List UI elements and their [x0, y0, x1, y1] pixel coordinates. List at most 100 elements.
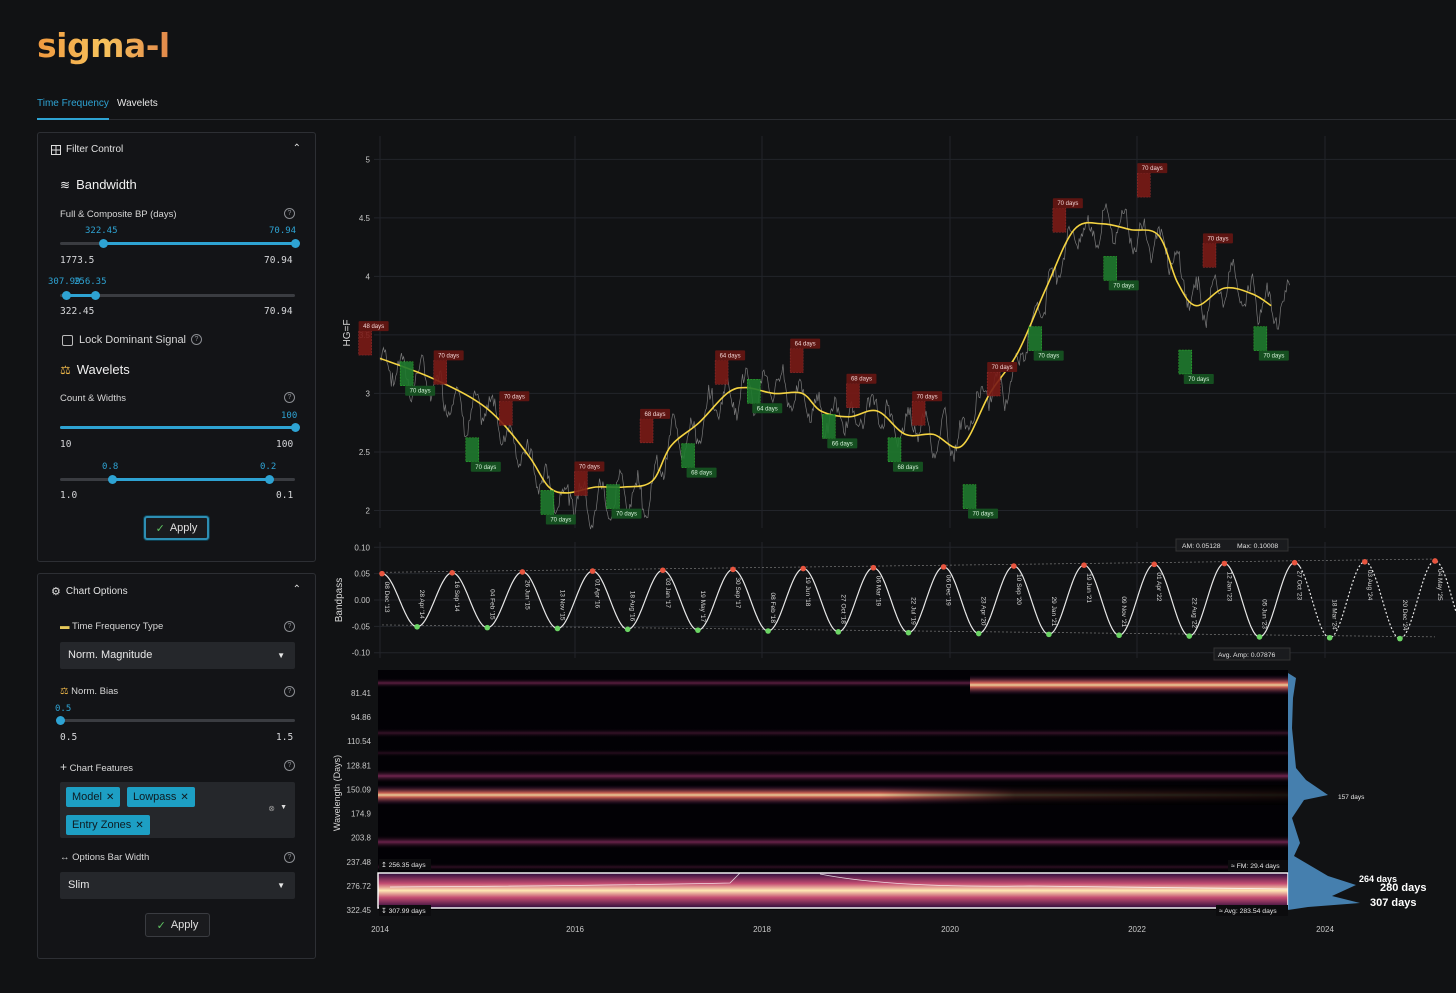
- bp-slider1-handle-right[interactable]: [291, 239, 300, 248]
- trough-label: 70 days: [410, 389, 431, 395]
- cycle-peak-marker: [1081, 562, 1087, 568]
- cycle-date-label: 26 Jun '15: [523, 580, 530, 610]
- trough-label-bg: [1108, 280, 1139, 291]
- cycle-date-label: 10 Sep '20: [1015, 574, 1022, 605]
- trough-label: 70 days: [475, 465, 496, 471]
- chevron-up-icon[interactable]: ⌃: [292, 584, 301, 595]
- wavelets-section-title: ⚖ Wavelets: [60, 362, 130, 377]
- bandpass-y-tick-label: 0.10: [354, 543, 370, 552]
- tf-type-select[interactable]: Norm. Magnitude ▼: [60, 642, 295, 669]
- waves-icon: ≋: [60, 177, 71, 192]
- peak-label: 68 days: [645, 412, 666, 418]
- width-slider-handle-left[interactable]: [108, 475, 117, 484]
- cycle-date-label: 18 Aug '16: [629, 591, 636, 622]
- close-icon[interactable]: ✕: [180, 792, 189, 803]
- fm-label-bg: [1228, 860, 1288, 871]
- cycle-trough-marker: [1397, 635, 1403, 642]
- cycle-peak-marker: [449, 569, 455, 576]
- peak-label: 70 days: [917, 394, 938, 400]
- dominant-band-trace: [389, 872, 1289, 890]
- bp-slider1-handle-left[interactable]: [99, 239, 108, 248]
- close-icon[interactable]: ✕: [135, 820, 144, 831]
- feature-tag-lowpass[interactable]: Lowpass ✕: [127, 787, 195, 807]
- cycle-date-label: 12 Jan '23: [1225, 572, 1232, 602]
- histogram-peak-label: 157 days: [1338, 794, 1365, 801]
- bp-slider2-handle-left[interactable]: [62, 291, 71, 300]
- chart-features-label: + Chart Features: [60, 760, 133, 774]
- help-icon[interactable]: ?: [284, 760, 295, 771]
- lock-dominant-checkbox[interactable]: [62, 335, 73, 346]
- bp-slider2-track[interactable]: [60, 291, 295, 300]
- norm-bias-handle[interactable]: [56, 716, 65, 725]
- tf-type-value: Norm. Magnitude: [68, 649, 153, 661]
- bp-slider1-track[interactable]: [60, 239, 300, 248]
- trough-label-bg: [1183, 374, 1214, 385]
- cycle-peak-marker: [730, 566, 736, 573]
- cycle-date-label: 08 Feb '18: [769, 592, 776, 623]
- cycle-peak-marker: [940, 564, 947, 570]
- close-icon[interactable]: ✕: [105, 792, 115, 803]
- clear-icon[interactable]: ⊗: [268, 804, 275, 813]
- bp-slider1-max: 70.94: [264, 255, 293, 266]
- count-slider-handle[interactable]: [291, 423, 300, 432]
- width-slider-handle-right[interactable]: [265, 475, 274, 484]
- bandpass-y-axis-label: Bandpass: [334, 578, 345, 622]
- cycle-date-label: 27 Oct '23: [1296, 571, 1303, 601]
- heatmap-y-tick-label: 94.86: [351, 713, 372, 722]
- norm-bias-track[interactable]: [56, 716, 295, 725]
- filter-apply-button[interactable]: ✓ Apply: [144, 516, 209, 540]
- peak-label: 68 days: [851, 377, 872, 383]
- band-top-label-bg: [379, 859, 431, 870]
- chevron-up-icon[interactable]: ⌃: [292, 143, 301, 154]
- trough-label: 70 days: [550, 517, 571, 523]
- caret-down-icon[interactable]: ▼: [280, 804, 287, 811]
- cycle-peak-marker: [1291, 559, 1298, 566]
- peak-label-bg: [1137, 163, 1168, 174]
- cycle-trough-marker: [975, 630, 982, 637]
- help-icon[interactable]: ?: [284, 686, 295, 697]
- tab-wavelets[interactable]: Wavelets: [117, 98, 158, 109]
- count-slider-track[interactable]: [60, 423, 300, 432]
- help-icon[interactable]: ?: [284, 208, 295, 219]
- bandpass-avg-amp-stat: Avg. Amp: 0.07876: [1218, 652, 1276, 659]
- heatmap-ridge: [378, 863, 1288, 871]
- trough-label-bg: [405, 385, 436, 396]
- peak-label: 70 days: [1057, 201, 1078, 207]
- scale-icon: ⚖: [60, 686, 69, 697]
- bandpass-y-tick-label: -0.10: [352, 649, 371, 658]
- trough-zone-box: [606, 484, 620, 509]
- feature-tag-entry-zones[interactable]: Entry Zones ✕: [66, 815, 150, 835]
- help-icon[interactable]: ?: [284, 621, 295, 632]
- cycle-date-label: 04 May '25: [1436, 569, 1443, 601]
- help-icon[interactable]: ?: [284, 392, 295, 403]
- amplitude-envelope-top: [381, 558, 1436, 573]
- chart-features-multiselect[interactable]: Model ✕ Lowpass ✕ Entry Zones ✕ ⊗ ▼: [60, 782, 295, 838]
- wavelets-count-label: Count & Widths: [60, 393, 126, 404]
- feature-tag-model[interactable]: Model ✕: [66, 787, 121, 807]
- filter-control-header[interactable]: Filter Control: [51, 144, 123, 155]
- heatmap-ridge: [378, 728, 1288, 738]
- cycle-date-label: 16 Sep '14: [453, 581, 460, 612]
- peak-label-bg: [574, 461, 605, 472]
- bp-slider2-handle-right[interactable]: [91, 291, 100, 300]
- chart-options-apply-button[interactable]: ✓ Apply: [145, 913, 210, 937]
- width-slider-track[interactable]: [60, 475, 295, 484]
- peak-label: 48 days: [363, 324, 384, 330]
- cycle-date-label: 23 Apr '20: [980, 596, 987, 625]
- trough-zone-box: [962, 484, 977, 509]
- peak-zone-box: [911, 401, 926, 426]
- trough-zone-box: [399, 361, 414, 386]
- price-y-axis-label: HG=F: [342, 320, 353, 347]
- tab-time-frequency[interactable]: Time Frequency: [37, 98, 109, 120]
- help-icon[interactable]: ?: [191, 334, 202, 345]
- price-y-tick-label: 5: [366, 155, 371, 164]
- peak-label: 70 days: [1142, 166, 1163, 172]
- trough-label-bg: [611, 508, 642, 519]
- chart-options-header[interactable]: ⚙ Chart Options: [51, 585, 128, 598]
- peak-label: 70 days: [504, 394, 525, 400]
- help-icon[interactable]: ?: [284, 852, 295, 863]
- cycle-date-label: 22 Jul '19: [910, 597, 917, 625]
- bar-width-select[interactable]: Slim ▼: [60, 872, 295, 899]
